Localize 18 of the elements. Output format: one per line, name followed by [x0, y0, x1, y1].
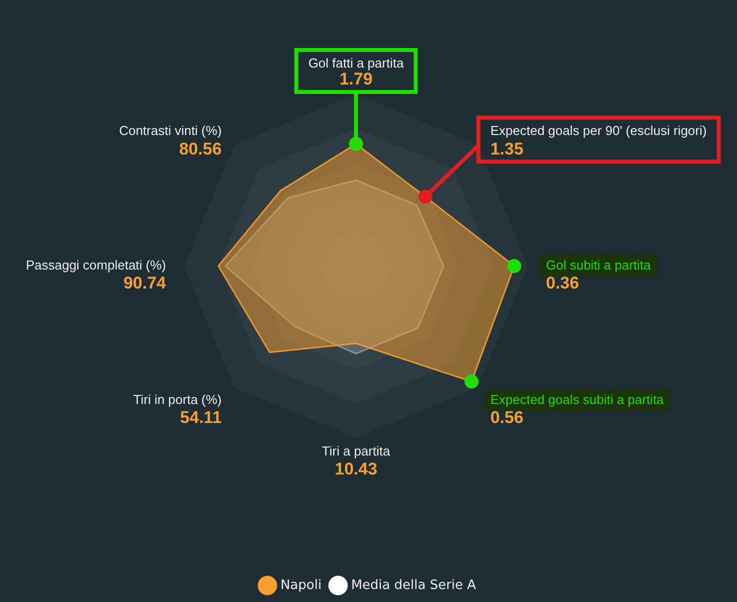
spoke-label: Tiri in porta (%): [133, 392, 222, 407]
legend-label: Napoli: [280, 578, 322, 593]
text: 90.74: [123, 274, 166, 293]
legend-label: Media della Serie A: [351, 578, 476, 593]
text: 0.36: [546, 274, 580, 293]
spoke-label: Gol subiti a partita: [546, 258, 652, 273]
text: 1.79: [339, 70, 373, 89]
spoke-label: Expected goals per 90' (esclusi rigori): [490, 123, 707, 138]
spoke-label: Gol fatti a partita: [308, 56, 404, 71]
text: 10.43: [334, 460, 378, 479]
spoke-label: Expected goals subiti a partita: [490, 392, 665, 407]
text: 80.56: [179, 139, 222, 158]
spoke-label: Tiri a partita: [322, 444, 391, 459]
spoke-label: Passaggi completati (%): [26, 258, 166, 273]
text: 1.35: [490, 139, 524, 158]
spoke-label: Contrasti vinti (%): [119, 123, 222, 138]
text: 0.56: [490, 408, 524, 428]
text: 54.11: [180, 408, 222, 428]
